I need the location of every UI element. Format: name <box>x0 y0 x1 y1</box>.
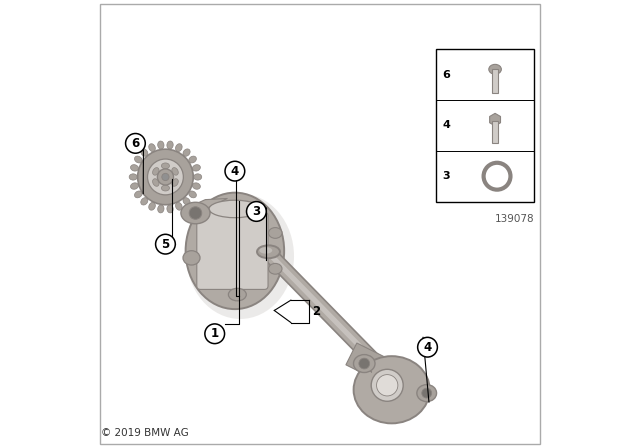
Ellipse shape <box>193 183 200 189</box>
Ellipse shape <box>148 202 156 210</box>
Ellipse shape <box>353 355 375 373</box>
Ellipse shape <box>134 191 142 198</box>
Ellipse shape <box>161 163 170 169</box>
Circle shape <box>156 234 175 254</box>
Circle shape <box>189 207 202 220</box>
Ellipse shape <box>186 193 284 309</box>
Text: 4: 4 <box>231 164 239 178</box>
Circle shape <box>138 149 193 205</box>
Ellipse shape <box>193 165 200 171</box>
Ellipse shape <box>131 183 138 189</box>
Ellipse shape <box>183 149 190 156</box>
Bar <box>436 49 534 202</box>
Ellipse shape <box>172 179 179 186</box>
Ellipse shape <box>259 247 272 254</box>
Ellipse shape <box>148 144 156 151</box>
Text: 1: 1 <box>211 327 219 340</box>
Circle shape <box>225 161 244 181</box>
Ellipse shape <box>167 205 173 213</box>
Ellipse shape <box>131 165 138 171</box>
Bar <box>492 69 498 93</box>
Text: 3: 3 <box>442 171 450 181</box>
Ellipse shape <box>353 356 430 423</box>
Circle shape <box>147 159 184 195</box>
Text: 139078: 139078 <box>495 214 534 224</box>
Ellipse shape <box>228 289 246 301</box>
Text: © 2019 BMW AG: © 2019 BMW AG <box>101 428 189 438</box>
Ellipse shape <box>141 149 148 156</box>
Circle shape <box>205 324 225 344</box>
Ellipse shape <box>134 156 142 163</box>
Circle shape <box>162 173 169 181</box>
Ellipse shape <box>269 228 282 238</box>
Text: 2: 2 <box>312 305 321 318</box>
Ellipse shape <box>417 384 436 402</box>
Circle shape <box>157 169 173 185</box>
Ellipse shape <box>194 174 202 180</box>
Ellipse shape <box>269 263 282 274</box>
Circle shape <box>422 388 431 398</box>
Text: 3: 3 <box>252 205 260 218</box>
Circle shape <box>246 202 266 221</box>
Ellipse shape <box>183 251 200 265</box>
Ellipse shape <box>172 168 179 175</box>
Ellipse shape <box>157 205 164 213</box>
Text: 5: 5 <box>161 237 170 251</box>
Text: 4: 4 <box>424 340 431 354</box>
Ellipse shape <box>186 194 294 319</box>
Ellipse shape <box>175 144 182 151</box>
Circle shape <box>125 134 145 153</box>
Circle shape <box>418 337 437 357</box>
Ellipse shape <box>181 202 210 224</box>
Circle shape <box>484 163 511 190</box>
Circle shape <box>359 358 370 369</box>
Polygon shape <box>266 250 388 375</box>
Text: 4: 4 <box>442 121 451 130</box>
Ellipse shape <box>161 185 170 191</box>
Ellipse shape <box>157 141 164 149</box>
Circle shape <box>371 369 403 401</box>
Ellipse shape <box>175 202 182 210</box>
Polygon shape <box>360 363 372 372</box>
Ellipse shape <box>152 179 159 186</box>
Bar <box>492 121 498 143</box>
Ellipse shape <box>257 246 280 258</box>
Ellipse shape <box>167 141 173 149</box>
Polygon shape <box>490 113 500 126</box>
Ellipse shape <box>141 198 148 205</box>
Ellipse shape <box>489 65 501 74</box>
Polygon shape <box>346 343 388 380</box>
Text: 6: 6 <box>442 70 451 80</box>
Polygon shape <box>188 198 227 208</box>
Circle shape <box>376 375 398 396</box>
Text: 6: 6 <box>131 137 140 150</box>
FancyBboxPatch shape <box>197 212 268 289</box>
Ellipse shape <box>183 198 190 205</box>
Ellipse shape <box>209 200 260 218</box>
Polygon shape <box>269 254 385 371</box>
Ellipse shape <box>189 156 196 163</box>
Ellipse shape <box>129 174 137 180</box>
Ellipse shape <box>189 191 196 198</box>
Ellipse shape <box>152 168 159 175</box>
